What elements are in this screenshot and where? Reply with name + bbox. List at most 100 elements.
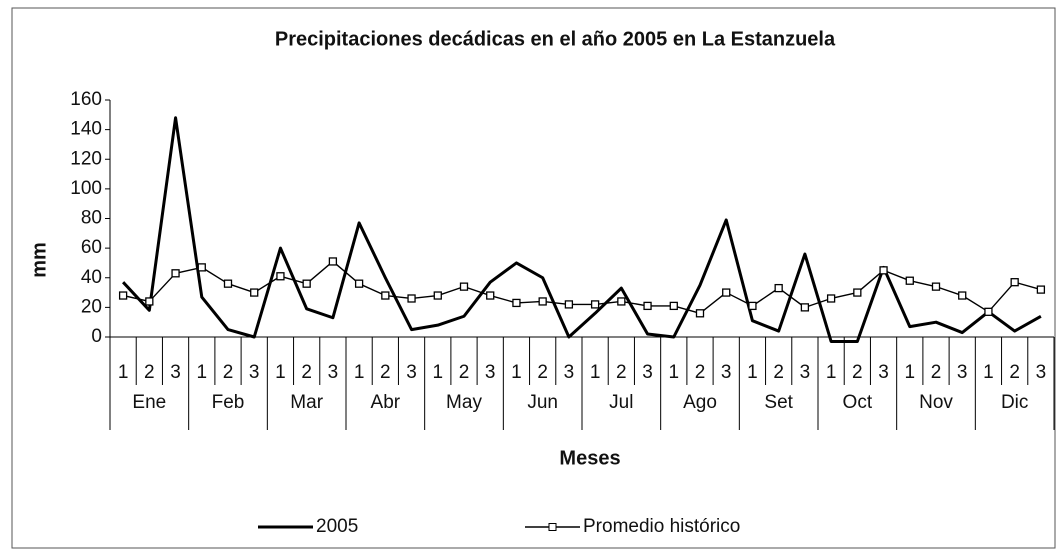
group-label: Oct xyxy=(843,392,873,413)
series-marker xyxy=(459,282,469,291)
group-label: Ago xyxy=(683,392,717,413)
y-tick-label: 0 xyxy=(91,326,102,347)
x-tick-label: 3 xyxy=(485,362,496,383)
group-label: Feb xyxy=(212,392,245,413)
series-marker xyxy=(879,266,888,275)
y-tick-label: 80 xyxy=(81,208,102,229)
series-marker xyxy=(250,288,259,297)
group-label: Dic xyxy=(1001,392,1028,413)
series-marker xyxy=(223,279,233,288)
series-marker xyxy=(197,263,206,272)
legend-marker xyxy=(548,523,557,531)
series-marker xyxy=(564,300,574,309)
series-marker xyxy=(931,282,941,291)
x-tick-label: 3 xyxy=(642,362,653,383)
series-marker xyxy=(643,301,652,311)
series-line xyxy=(122,116,1042,343)
x-tick-label: 2 xyxy=(223,362,234,383)
x-tick-label: 1 xyxy=(747,362,758,383)
group-label: Jun xyxy=(527,392,558,413)
group-label: Abr xyxy=(371,392,401,413)
x-tick-label: 3 xyxy=(406,362,417,383)
x-tick-label: 1 xyxy=(118,362,129,383)
x-tick-label: 1 xyxy=(590,362,601,383)
x-axis-label: Meses xyxy=(559,447,620,469)
x-tick-label: 3 xyxy=(1036,362,1047,383)
series-marker xyxy=(302,279,311,288)
series-marker xyxy=(381,291,390,300)
series-marker xyxy=(538,297,547,306)
x-tick-label: 2 xyxy=(144,362,155,383)
series-marker xyxy=(669,301,678,311)
x-tick-label: 2 xyxy=(301,362,312,383)
group-label: Set xyxy=(764,392,793,413)
y-tick-label: 100 xyxy=(70,178,102,199)
x-tick-label: 1 xyxy=(904,362,915,383)
x-tick-label: 2 xyxy=(459,362,470,383)
x-tick-label: 3 xyxy=(800,362,811,383)
series-marker xyxy=(722,288,731,297)
chart-title: Precipitaciones decádicas en el año 2005… xyxy=(275,28,836,50)
series-marker xyxy=(171,269,180,278)
y-tick-label: 140 xyxy=(70,119,102,140)
x-tick-label: 2 xyxy=(695,362,706,383)
group-label: Ene xyxy=(132,392,166,413)
x-tick-label: 1 xyxy=(668,362,679,383)
group-label: May xyxy=(446,392,482,413)
x-tick-label: 1 xyxy=(432,362,443,383)
x-tick-label: 3 xyxy=(249,362,260,383)
legend-label: Promedio histórico xyxy=(583,516,740,537)
series-marker xyxy=(800,303,810,312)
series-marker xyxy=(407,294,416,303)
series-marker xyxy=(695,309,705,318)
series-marker xyxy=(984,307,993,316)
series-marker xyxy=(328,257,338,266)
series-marker xyxy=(748,301,757,311)
x-tick-label: 2 xyxy=(773,362,784,383)
series-marker xyxy=(486,291,495,300)
x-tick-label: 1 xyxy=(196,362,207,383)
y-tick-label: 40 xyxy=(81,267,102,288)
legend-label: 2005 xyxy=(316,516,358,537)
series-marker xyxy=(826,294,836,303)
series-marker xyxy=(590,300,600,309)
series-marker xyxy=(276,272,285,281)
x-tick-label: 1 xyxy=(275,362,286,383)
x-tick-label: 3 xyxy=(878,362,889,383)
series-marker xyxy=(145,297,154,306)
group-label: Mar xyxy=(290,392,323,413)
chart-border xyxy=(11,7,1056,549)
series-line xyxy=(122,260,1042,314)
y-tick-label: 20 xyxy=(81,296,102,317)
series-marker xyxy=(905,276,914,285)
series-marker xyxy=(354,279,364,288)
x-tick-label: 1 xyxy=(983,362,994,383)
x-tick-label: 2 xyxy=(616,362,627,383)
series-marker xyxy=(958,291,967,300)
group-label: Nov xyxy=(919,392,953,413)
x-tick-label: 3 xyxy=(328,362,339,383)
series-marker xyxy=(853,288,862,297)
y-tick-label: 160 xyxy=(70,89,102,110)
x-tick-label: 2 xyxy=(1009,362,1020,383)
x-tick-label: 2 xyxy=(931,362,942,383)
x-tick-label: 1 xyxy=(511,362,522,383)
y-tick-label: 120 xyxy=(70,148,102,169)
x-tick-label: 2 xyxy=(852,362,863,383)
series-marker xyxy=(617,297,626,306)
group-label: Jul xyxy=(609,392,633,413)
y-axis-label: mm xyxy=(28,242,50,278)
series-marker xyxy=(774,283,783,293)
x-tick-label: 3 xyxy=(564,362,575,383)
x-tick-label: 2 xyxy=(537,362,548,383)
y-tick-label: 60 xyxy=(81,237,102,258)
x-tick-label: 1 xyxy=(826,362,837,383)
x-tick-label: 2 xyxy=(380,362,391,383)
series-marker xyxy=(512,298,521,308)
series-marker xyxy=(433,291,442,300)
x-tick-label: 1 xyxy=(354,362,365,383)
x-tick-label: 3 xyxy=(721,362,732,383)
series-marker xyxy=(1010,278,1019,287)
series-marker xyxy=(1036,285,1046,294)
